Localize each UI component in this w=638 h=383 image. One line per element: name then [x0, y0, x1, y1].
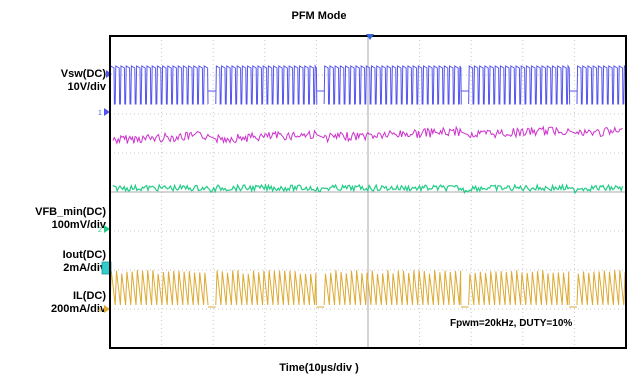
- ch1-label: Vsw(DC) 10V/div: [61, 68, 106, 94]
- chart-title: PFM Mode: [291, 10, 347, 22]
- ch4-label: Iout(DC) 2mA/div: [63, 249, 106, 275]
- ch2-trace: [112, 125, 623, 145]
- annotation: Fpwm=20kHz, DUTY=10%: [450, 318, 573, 329]
- ch5-marker-arrow-icon: [104, 305, 110, 313]
- ch1-trace: [109, 64, 627, 105]
- ch5-label: IL(DC) 200mA/div: [51, 290, 106, 316]
- ch1-label-line-2: 10V/div: [67, 81, 106, 93]
- ch5-label-line-1: IL(DC): [73, 290, 106, 302]
- ch5-marker-number: 4: [98, 307, 102, 314]
- x-axis-label: Time(10µs/div ): [279, 362, 359, 374]
- ch3-marker-arrow-icon: [104, 225, 110, 233]
- ch3-label-line-2: 100mV/div: [51, 219, 106, 231]
- ch5-label-line-2: 200mA/div: [50, 303, 106, 315]
- ch3-marker-number: 2: [98, 227, 102, 234]
- traces: [109, 64, 627, 308]
- ch5-trace: [109, 269, 627, 308]
- ch4-label-line-2: 2mA/div: [63, 262, 106, 274]
- ch1-marker-number: 1: [98, 110, 102, 117]
- ch3-label: VFB_min(DC) 100mV/div: [35, 206, 106, 232]
- ch4-label-line-1: Iout(DC): [62, 249, 106, 261]
- ch1-label-line-1: Vsw(DC): [60, 68, 106, 80]
- ch3-label-line-1: VFB_min(DC): [35, 206, 106, 218]
- trigger-marker-icon: [366, 34, 374, 40]
- ch3-trace: [112, 183, 624, 195]
- ch1-marker-arrow-icon: [104, 108, 110, 116]
